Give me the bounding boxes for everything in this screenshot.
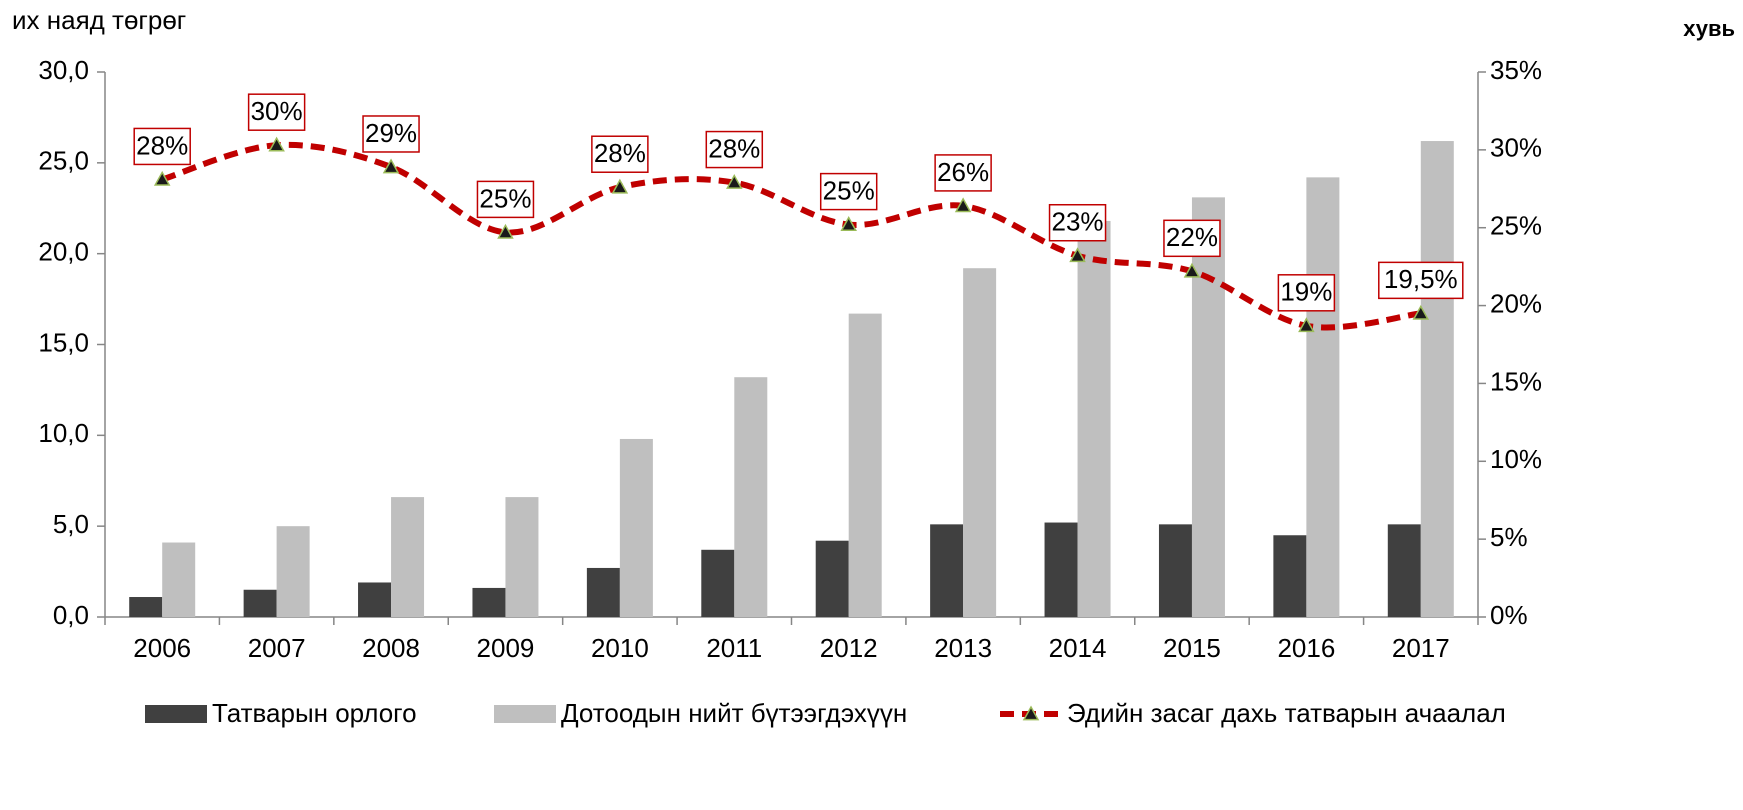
bar [1306, 177, 1340, 617]
legend-label: Татварын орлого [212, 698, 417, 728]
line-marker [954, 197, 972, 213]
x-tick-label: 2010 [591, 633, 649, 663]
x-tick-label: 2015 [1163, 633, 1221, 663]
bar [734, 377, 768, 617]
data-label-box [247, 93, 306, 131]
data-label-box [819, 172, 878, 211]
line-marker [840, 216, 857, 231]
data-label: 26% [937, 157, 989, 187]
bar [1387, 524, 1421, 617]
y2-tick-label: 30% [1490, 133, 1542, 163]
data-label-box [362, 115, 420, 153]
x-tick-label: 2007 [248, 633, 306, 663]
x-tick-label: 2016 [1277, 633, 1335, 663]
data-label-box [934, 154, 992, 192]
y2-tick-label: 20% [1490, 288, 1542, 318]
data-label: 30% [251, 96, 303, 126]
bar [129, 597, 163, 617]
y-tick-label: 5,0 [53, 509, 89, 539]
bar [243, 589, 277, 617]
bar [358, 582, 392, 617]
y-tick-label: 20,0 [38, 237, 89, 267]
data-label: 23% [1052, 207, 1104, 237]
bar [162, 542, 196, 617]
bar [619, 438, 653, 617]
bar [1044, 522, 1078, 617]
legend-swatch [145, 705, 207, 723]
data-label-box [1378, 261, 1464, 300]
legend-label: Эдийн засаг дахь татварын ачаалал [1067, 698, 1506, 728]
y-tick-label: 25,0 [38, 146, 89, 176]
y-tick-label: 30,0 [38, 55, 89, 85]
data-label: 28% [594, 138, 646, 168]
x-tick-label: 2008 [362, 633, 420, 663]
y2-tick-label: 25% [1490, 211, 1542, 241]
data-label-box [1277, 274, 1336, 312]
bar [1273, 535, 1307, 617]
x-tick-label: 2009 [477, 633, 535, 663]
line [161, 141, 1422, 331]
y-tick-label: 0,0 [53, 600, 89, 630]
bar [505, 497, 539, 617]
data-label-box [1048, 203, 1107, 242]
y2-axis-label: хувь [1683, 16, 1735, 41]
bar [1191, 197, 1225, 617]
y2-tick-label: 15% [1490, 366, 1542, 396]
x-tick-label: 2013 [934, 633, 992, 663]
line-marker [268, 136, 285, 152]
line-marker [497, 223, 514, 239]
bar [586, 567, 620, 617]
data-label-box [591, 135, 649, 173]
data-label: 28% [708, 133, 760, 163]
data-label: 29% [365, 118, 417, 148]
bar [1420, 141, 1454, 618]
x-tick-label: 2011 [706, 633, 762, 663]
x-tick-label: 2014 [1049, 633, 1107, 663]
data-label: 19% [1280, 277, 1332, 307]
y-tick-label: 10,0 [38, 418, 89, 448]
y2-tick-label: 10% [1490, 444, 1542, 474]
y2-tick-label: 0% [1490, 600, 1528, 630]
x-tick-label: 2006 [133, 633, 191, 663]
bar [815, 540, 849, 617]
data-label: 19,5% [1384, 264, 1458, 294]
bar [701, 549, 735, 617]
y2-tick-label: 5% [1490, 522, 1528, 552]
legend-marker [1022, 705, 1040, 721]
line-marker [611, 178, 629, 194]
bar [963, 268, 997, 617]
line-marker [382, 158, 400, 174]
data-label-box [133, 127, 191, 166]
data-label: 25% [823, 175, 875, 205]
line-marker [1412, 304, 1430, 320]
data-label-box [1163, 219, 1221, 258]
data-label: 22% [1166, 222, 1218, 252]
bar [930, 524, 964, 617]
bar [472, 587, 506, 617]
x-tick-label: 2017 [1392, 633, 1450, 663]
data-label-box [476, 180, 535, 219]
data-label: 28% [136, 130, 188, 160]
y2-tick-label: 35% [1490, 55, 1542, 85]
y-axis-label: их наяд төгрөг [12, 5, 186, 35]
bar [1077, 220, 1111, 617]
legend-swatch [494, 705, 556, 723]
legend-label: Дотоодын нийт бүтээгдэхүүн [561, 698, 907, 728]
bar [276, 526, 310, 617]
line-marker [1298, 317, 1315, 333]
line-marker [1183, 262, 1201, 278]
line-marker [1069, 247, 1086, 263]
y-tick-label: 15,0 [38, 327, 89, 357]
bar [1158, 524, 1192, 617]
x-tick-label: 2012 [820, 633, 878, 663]
line-marker [153, 170, 171, 186]
bar [848, 313, 882, 617]
line-marker [726, 174, 743, 189]
data-label-box [705, 130, 764, 169]
bar [391, 497, 425, 617]
data-label: 25% [479, 183, 531, 213]
